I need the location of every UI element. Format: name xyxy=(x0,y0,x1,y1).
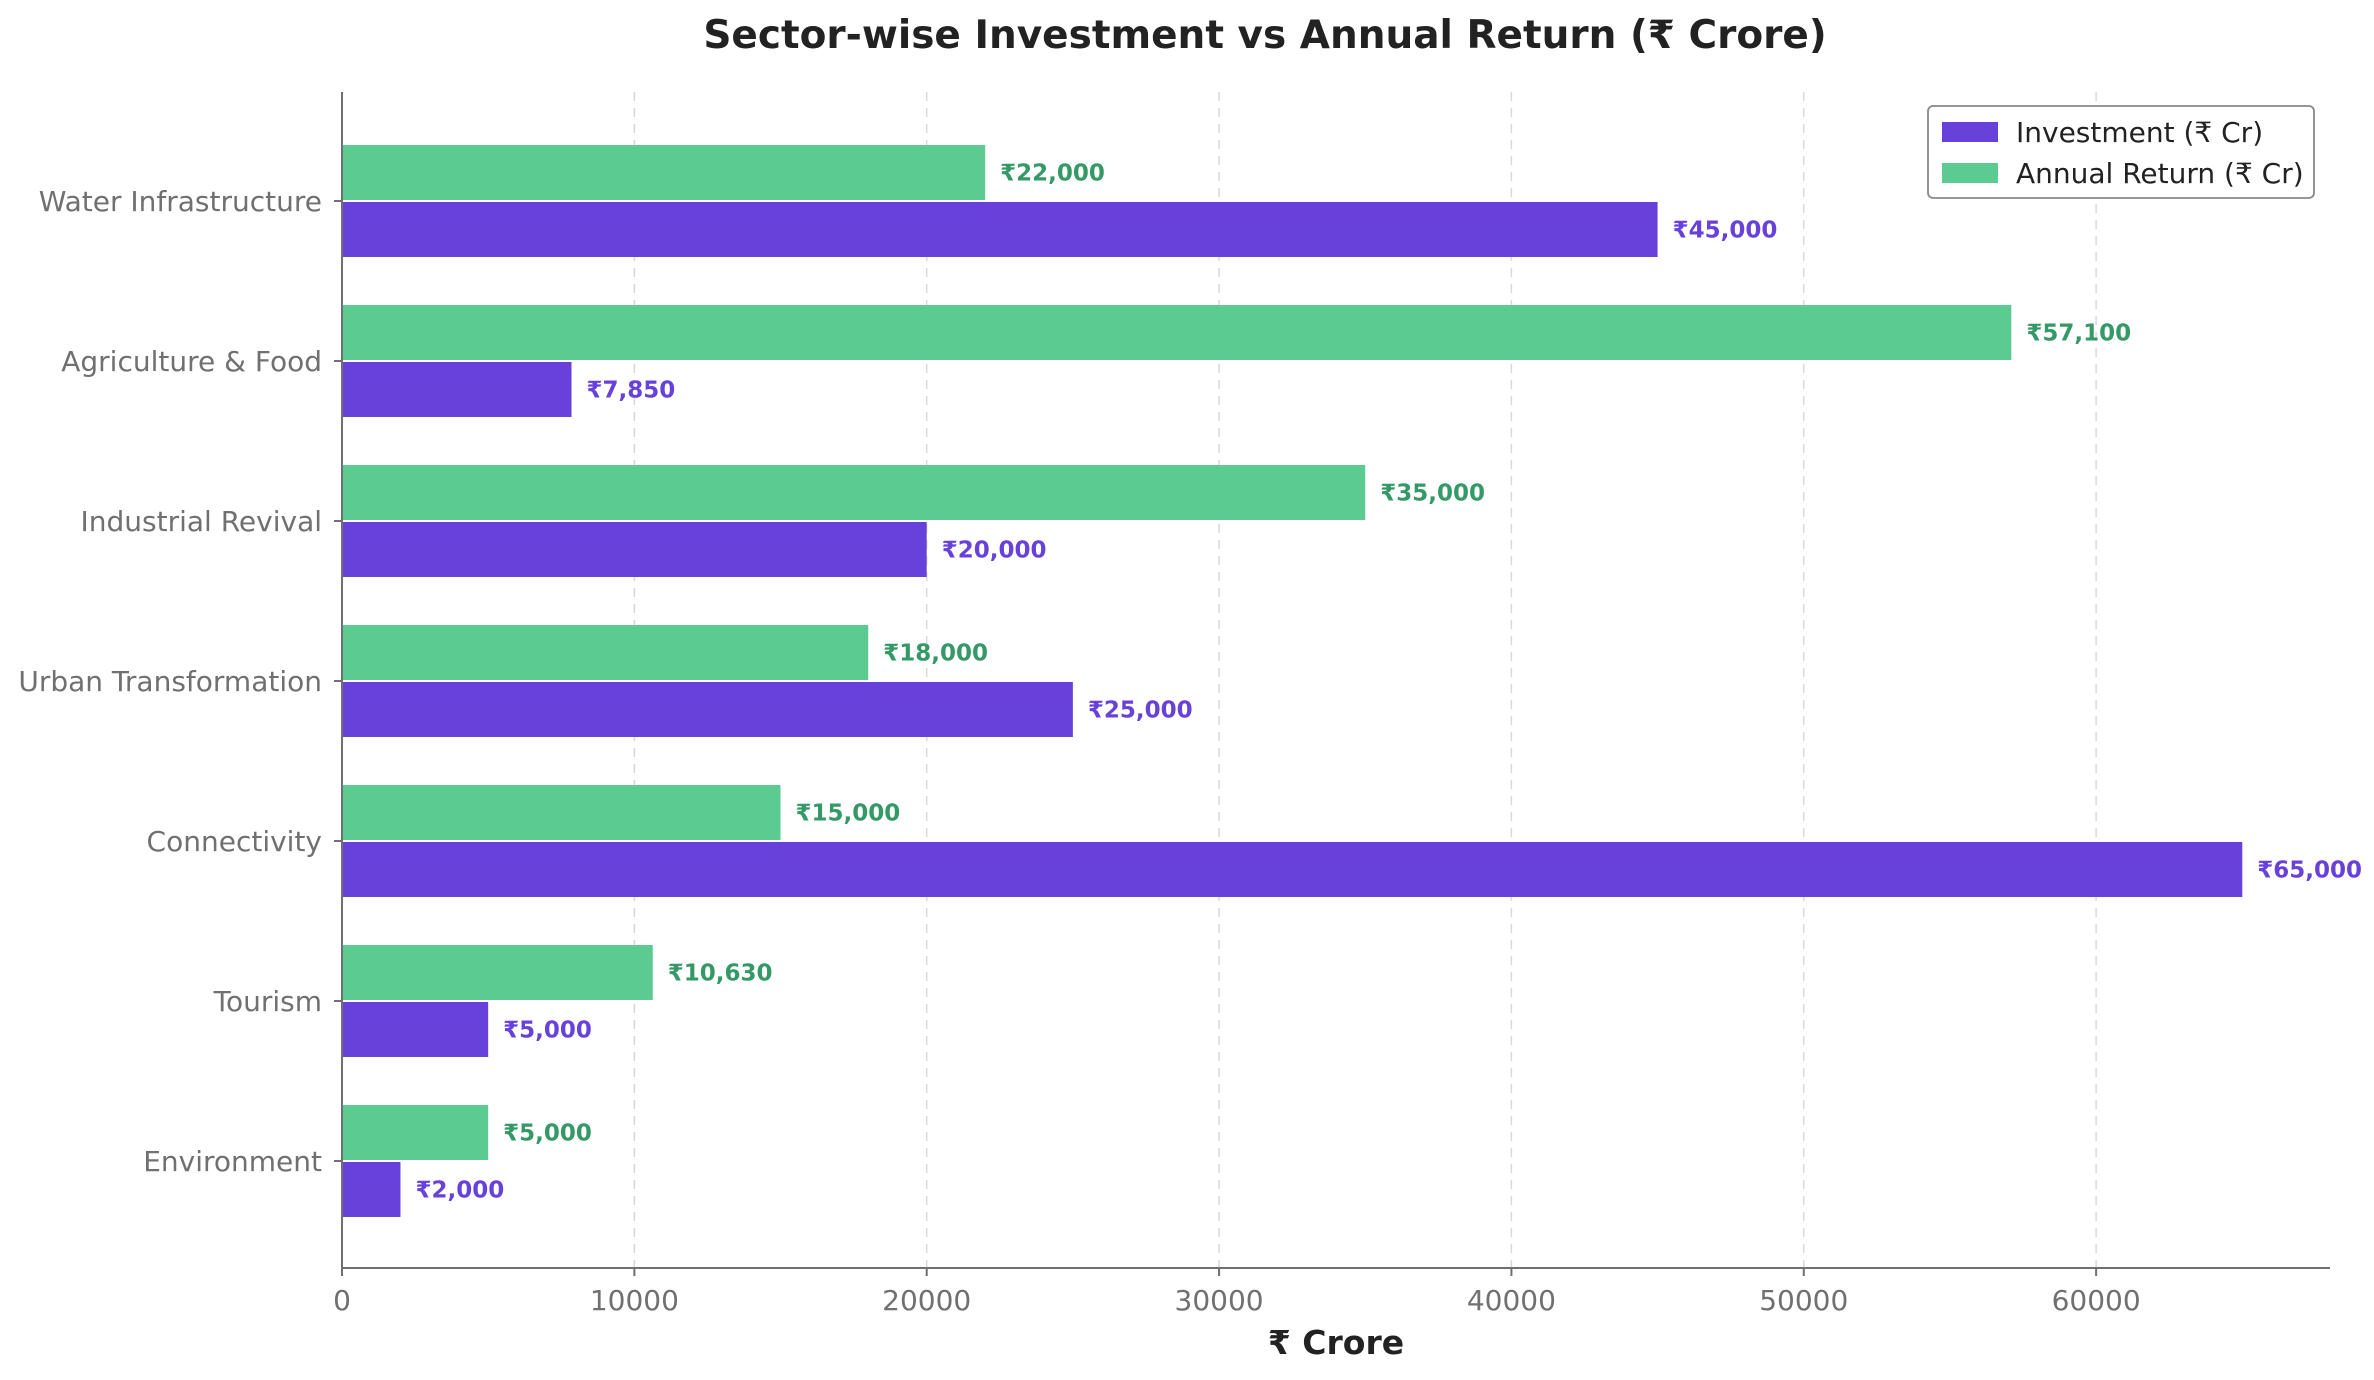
x-tick-label: 0 xyxy=(333,1284,351,1317)
y-tick-label: Environment xyxy=(143,1145,322,1178)
y-tick-label: Connectivity xyxy=(147,825,322,858)
return-bar xyxy=(342,945,653,1000)
investment-value-label: ₹45,000 xyxy=(1673,218,1778,244)
return-bar xyxy=(342,465,1366,520)
bars xyxy=(342,145,2243,1217)
legend-entry: Investment (₹ Cr) xyxy=(2016,116,2263,149)
return-bar xyxy=(342,145,986,200)
y-tick-label: Industrial Revival xyxy=(81,505,323,538)
x-tick-label: 40000 xyxy=(1467,1284,1556,1317)
grid xyxy=(633,92,2097,1268)
y-tick-label: Urban Transformation xyxy=(18,665,322,698)
return-value-label: ₹22,000 xyxy=(1000,161,1105,187)
return-bar xyxy=(342,1105,489,1160)
x-tick-label: 10000 xyxy=(590,1284,679,1317)
legend-swatch xyxy=(1942,122,1998,142)
x-tick-label: 60000 xyxy=(2052,1284,2141,1317)
return-bar xyxy=(342,785,781,840)
investment-value-label: ₹7,850 xyxy=(586,378,675,404)
investment-value-label: ₹65,000 xyxy=(2257,858,2362,884)
investment-value-label: ₹25,000 xyxy=(1088,698,1193,724)
x-tick-label: 50000 xyxy=(1759,1284,1848,1317)
legend-swatch xyxy=(1942,163,1998,183)
investment-bar xyxy=(342,1162,401,1217)
investment-bar xyxy=(342,202,1658,257)
x-ticks: 0 10000 20000 30000 40000 50000 60000 xyxy=(333,1268,2141,1317)
return-value-label: ₹10,630 xyxy=(668,961,773,987)
return-value-label: ₹15,000 xyxy=(796,801,901,827)
chart-title: Sector-wise Investment vs Annual Return … xyxy=(703,13,1826,58)
investment-bar xyxy=(342,1002,489,1057)
investment-bar xyxy=(342,522,927,577)
y-ticks: Water Infrastructure Agriculture & Food In… xyxy=(18,185,342,1178)
value-labels: ₹45,000 ₹22,000 ₹7,850 ₹57,100 ₹20,000 ₹35,00… xyxy=(415,161,2362,1204)
investment-value-label: ₹20,000 xyxy=(942,538,1047,564)
return-value-label: ₹35,000 xyxy=(1380,481,1485,507)
investment-bar xyxy=(342,842,2243,897)
investment-value-label: ₹5,000 xyxy=(503,1018,592,1044)
investment-bar xyxy=(342,362,572,417)
return-bar xyxy=(342,625,869,680)
return-value-label: ₹5,000 xyxy=(503,1121,592,1147)
legend-box xyxy=(1927,105,2315,199)
x-tick-label: 20000 xyxy=(882,1284,971,1317)
y-tick-label: Water Infrastructure xyxy=(39,185,322,218)
return-value-label: ₹18,000 xyxy=(883,641,988,667)
legend-entry: Annual Return (₹ Cr) xyxy=(2016,157,2304,190)
y-tick-label: Tourism xyxy=(213,985,322,1018)
investment-bar xyxy=(342,682,1073,737)
x-axis-label: ₹ Crore xyxy=(1268,1323,1404,1362)
x-tick-label: 30000 xyxy=(1175,1284,1264,1317)
return-value-label: ₹57,100 xyxy=(2026,321,2131,347)
investment-value-label: ₹2,000 xyxy=(415,1178,504,1204)
y-tick-label: Agriculture & Food xyxy=(61,345,322,378)
return-bar xyxy=(342,305,2012,360)
legend: Investment (₹ Cr) Annual Return (₹ Cr) xyxy=(1927,105,2315,199)
